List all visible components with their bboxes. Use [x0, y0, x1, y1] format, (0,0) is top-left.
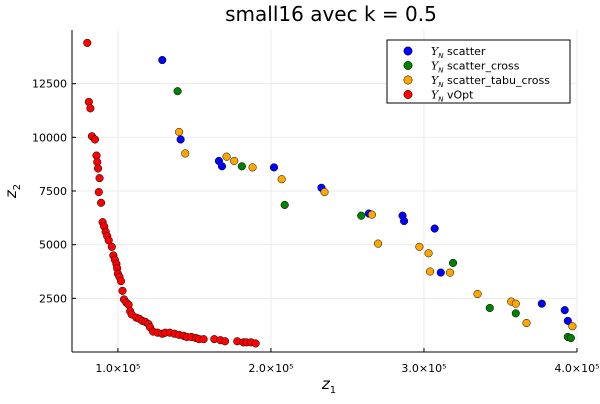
x-axis-label-main: z: [321, 375, 331, 393]
point-vOpt: [94, 188, 103, 197]
legend-marker-scatter-tabu-cross: [403, 75, 413, 85]
point-vOpt: [86, 104, 95, 113]
x-ticks: 1.0×10⁵ 2.0×10⁵ 3.0×10⁵ 4.0×10⁵: [95, 348, 600, 375]
legend-marker-scatter: [403, 46, 413, 56]
point-scatter-tabu-cross: [181, 149, 190, 158]
legend-marker-vOpt: [403, 90, 413, 99]
x-tick-label: 1.0×10⁵: [95, 362, 140, 375]
point-scatter-cross: [485, 303, 494, 313]
point-scatter-tabu-cross: [415, 242, 424, 251]
legend-label-scatter-cross: YN scatter_cross: [431, 60, 520, 75]
point-scatter-tabu-cross: [367, 210, 376, 219]
point-scatter-tabu-cross: [473, 289, 482, 299]
point-scatter-cross: [357, 211, 366, 220]
point-scatter-cross: [280, 200, 289, 210]
point-vOpt: [107, 242, 116, 251]
point-scatter-cross: [237, 162, 246, 171]
point-scatter-tabu-cross: [445, 268, 455, 277]
data-points: [83, 38, 577, 348]
y-tick-label: 5000: [39, 239, 67, 252]
point-scatter-tabu-cross: [374, 239, 383, 248]
point-scatter-cross: [173, 87, 182, 96]
point-scatter-tabu-cross: [568, 322, 577, 331]
point-scatter-cross: [511, 309, 520, 318]
point-scatter: [176, 135, 185, 144]
x-axis-label: z1: [321, 375, 336, 396]
point-vOpt: [220, 337, 230, 346]
x-tick-label: 2.0×10⁵: [248, 362, 293, 375]
point-scatter-tabu-cross: [277, 175, 286, 184]
point-scatter-tabu-cross: [426, 267, 435, 276]
x-tick-label: 3.0×10⁵: [401, 362, 446, 375]
point-scatter: [217, 162, 227, 171]
point-scatter-cross: [448, 258, 458, 267]
y-axis-label-sub: 2: [12, 184, 23, 190]
point-vOpt: [90, 135, 100, 144]
point-scatter-tabu-cross: [222, 152, 231, 161]
point-vOpt: [118, 286, 127, 295]
legend-box: [386, 39, 571, 104]
point-vOpt: [251, 339, 260, 348]
point-scatter: [436, 268, 445, 277]
point-scatter: [400, 217, 409, 226]
legend-label-scatter: YN scatter: [431, 45, 486, 60]
y-tick-label: 2500: [39, 292, 67, 305]
point-scatter: [430, 224, 439, 233]
y-axis-label: z2: [2, 184, 23, 199]
point-scatter-cross: [566, 333, 575, 343]
point-vOpt: [83, 38, 92, 47]
point-vOpt: [199, 335, 208, 344]
legend-marker-scatter-cross: [403, 61, 413, 70]
point-scatter-tabu-cross: [248, 163, 257, 172]
legend-label-vOpt: YN vOpt: [431, 89, 474, 104]
x-tick-label: 4.0×10⁵: [554, 362, 599, 375]
y-tick-label: 12500: [32, 78, 67, 91]
point-vOpt: [97, 198, 106, 207]
point-scatter: [563, 316, 572, 325]
point-scatter-tabu-cross: [522, 318, 531, 328]
point-scatter: [269, 163, 279, 172]
point-vOpt: [93, 164, 103, 173]
point-vOpt: [95, 174, 104, 183]
y-axis-label-main: z: [2, 189, 20, 199]
y-tick-label: 7500: [39, 185, 67, 198]
point-scatter-tabu-cross: [320, 188, 329, 197]
point-scatter: [537, 299, 546, 308]
point-scatter: [560, 306, 569, 315]
y-ticks: 2500 5000 7500 10000 12500: [32, 78, 76, 305]
point-scatter-tabu-cross: [424, 249, 433, 258]
y-tick-label: 10000: [32, 131, 67, 144]
point-scatter-tabu-cross: [175, 127, 184, 137]
point-vOpt: [116, 277, 126, 286]
x-axis-label-sub: 1: [330, 385, 336, 396]
point-scatter-tabu-cross: [511, 299, 520, 308]
legend-label-scatter-tabu-cross: YN scatter_tabu_cross: [431, 74, 550, 89]
chart-title: small16 avec k = 0.5: [225, 2, 437, 26]
point-scatter-tabu-cross: [230, 156, 239, 165]
point-scatter: [158, 56, 167, 65]
